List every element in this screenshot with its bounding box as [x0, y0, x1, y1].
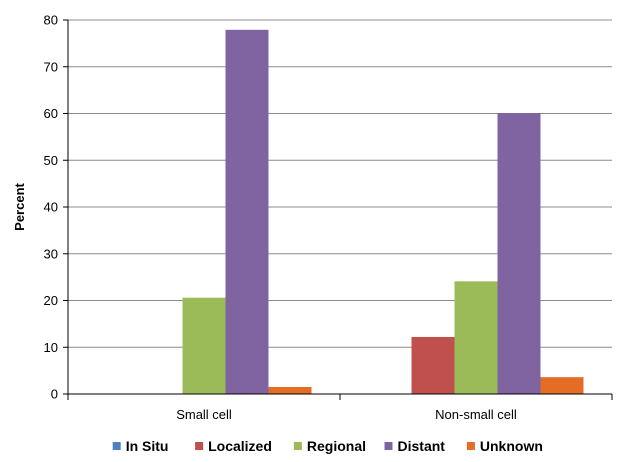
legend: In Situ Localized Regional Distant Unknown	[112, 438, 543, 454]
y-axis-label: Percent	[12, 182, 27, 230]
legend-label: Distant	[398, 438, 446, 454]
legend-swatch	[466, 442, 475, 450]
x-category-label: Non-small cell	[435, 407, 517, 422]
y-tick-label: 0	[51, 387, 58, 402]
bar-regional-small-cell	[182, 297, 226, 394]
legend-label: Regional	[307, 438, 366, 454]
x-category-label: Small cell	[176, 407, 232, 422]
y-tick-label: 50	[44, 153, 58, 168]
y-tick-label: 70	[44, 59, 58, 74]
legend-item-localized: Localized	[195, 438, 272, 454]
y-tick-label: 40	[44, 200, 58, 215]
bar-localized-non-small-cell	[411, 336, 455, 394]
bars	[182, 29, 584, 394]
legend-item-distant: Distant	[384, 438, 446, 454]
legend-item-regional: Regional	[293, 438, 366, 454]
legend-label: Unknown	[480, 438, 543, 454]
axes	[67, 20, 613, 400]
legend-label: In Situ	[126, 438, 169, 454]
bar-regional-non-small-cell	[454, 281, 498, 394]
bar-distant-small-cell	[225, 29, 269, 394]
legend-swatch	[293, 442, 302, 450]
legend-item-unknown: Unknown	[466, 438, 543, 454]
legend-swatch	[384, 442, 393, 450]
bar-unknown-non-small-cell	[540, 377, 584, 394]
bar-unknown-small-cell	[268, 386, 312, 394]
y-tick-labels: 0 10 20 30 40 50 60 70 80	[44, 13, 58, 402]
legend-swatch	[112, 442, 121, 450]
y-tick-label: 80	[44, 13, 58, 28]
bar-distant-non-small-cell	[497, 113, 541, 394]
legend-swatch	[195, 442, 204, 450]
legend-item-in-situ: In Situ	[112, 438, 169, 454]
y-tick-label: 10	[44, 340, 58, 355]
legend-label: Localized	[208, 438, 272, 454]
y-tick-label: 60	[44, 106, 58, 121]
x-category-labels: Small cell Non-small cell	[176, 407, 517, 422]
y-tick-label: 20	[44, 293, 58, 308]
y-tick-label: 30	[44, 246, 58, 261]
